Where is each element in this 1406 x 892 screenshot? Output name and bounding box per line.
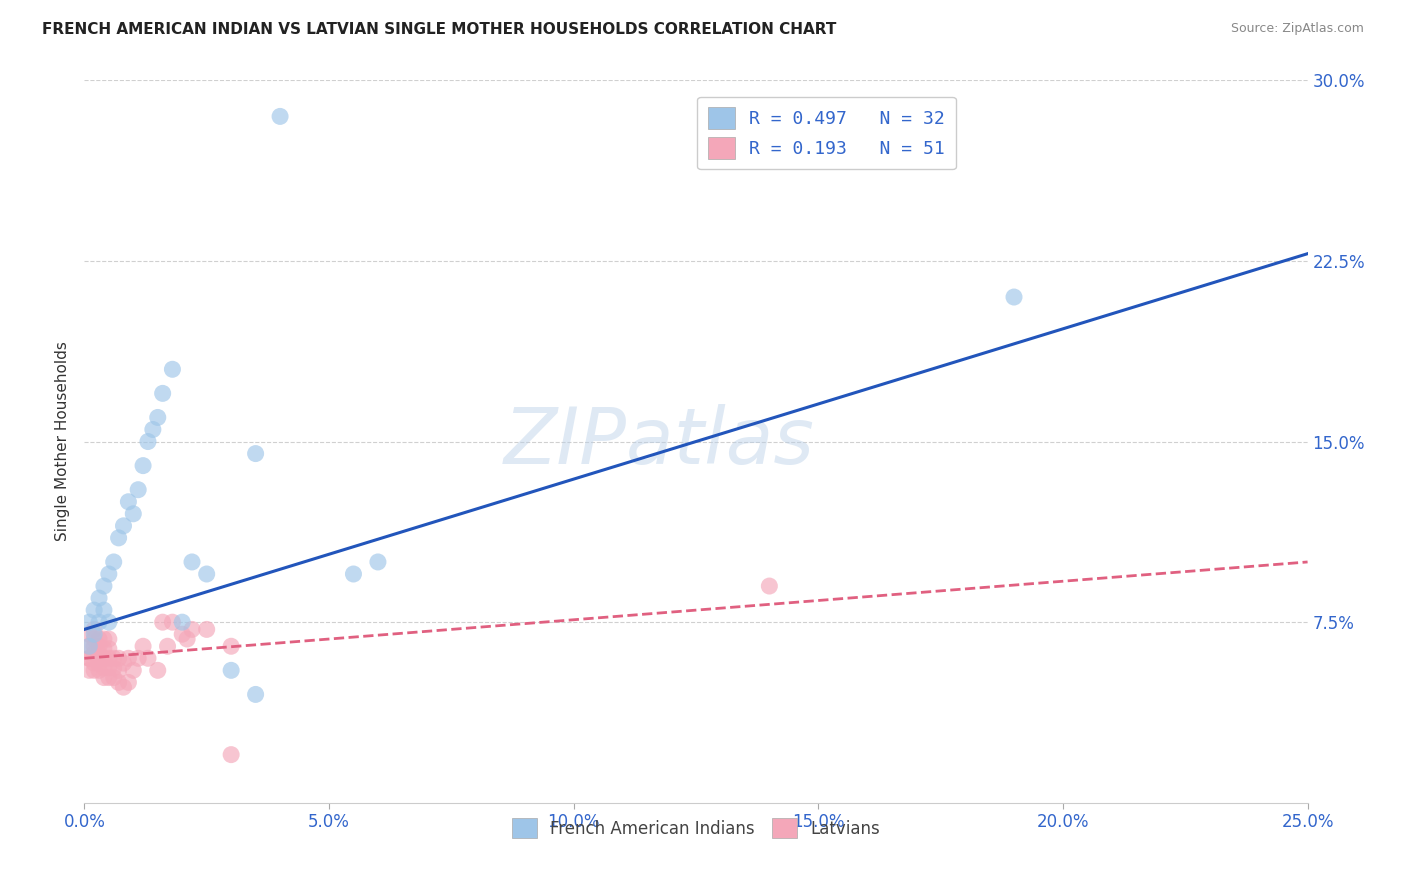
- Point: [93, 579, 115, 593]
- Point: [87, 647, 110, 661]
- Point: [83, 603, 105, 617]
- Point: [269, 109, 291, 123]
- Point: [93, 641, 115, 656]
- Point: [245, 446, 267, 460]
- Point: [219, 639, 242, 653]
- Text: FRENCH AMERICAN INDIAN VS LATVIAN SINGLE MOTHER HOUSEHOLDS CORRELATION CHART: FRENCH AMERICAN INDIAN VS LATVIAN SINGLE…: [42, 22, 837, 37]
- Point: [77, 639, 100, 653]
- Point: [127, 483, 149, 497]
- Point: [83, 632, 105, 646]
- Point: [122, 507, 145, 521]
- Point: [93, 603, 115, 617]
- Point: [156, 639, 179, 653]
- Point: [162, 362, 184, 376]
- Point: [136, 651, 159, 665]
- Point: [83, 623, 105, 637]
- Point: [77, 615, 100, 630]
- Point: [112, 656, 135, 670]
- Point: [87, 664, 110, 678]
- Point: [112, 518, 135, 533]
- Point: [122, 664, 145, 678]
- Point: [83, 627, 105, 641]
- Point: [97, 632, 120, 646]
- Point: [112, 680, 135, 694]
- Point: [107, 531, 129, 545]
- Point: [195, 567, 218, 582]
- Point: [219, 664, 242, 678]
- Point: [181, 555, 204, 569]
- Point: [87, 632, 110, 646]
- Point: [107, 675, 129, 690]
- Point: [146, 410, 169, 425]
- Point: [176, 632, 198, 646]
- Point: [136, 434, 159, 449]
- Point: [172, 627, 194, 641]
- Point: [77, 639, 100, 653]
- Point: [103, 555, 125, 569]
- Point: [132, 639, 155, 653]
- Point: [83, 664, 105, 678]
- Point: [97, 651, 120, 665]
- Point: [117, 651, 139, 665]
- Point: [83, 647, 105, 661]
- Point: [152, 386, 174, 401]
- Point: [146, 664, 169, 678]
- Point: [107, 651, 129, 665]
- Point: [97, 567, 120, 582]
- Point: [93, 661, 115, 675]
- Point: [172, 615, 194, 630]
- Point: [93, 651, 115, 665]
- Legend: French American Indians, Latvians: French American Indians, Latvians: [505, 812, 887, 845]
- Point: [103, 671, 125, 685]
- Text: Source: ZipAtlas.com: Source: ZipAtlas.com: [1230, 22, 1364, 36]
- Point: [87, 615, 110, 630]
- Point: [117, 675, 139, 690]
- Y-axis label: Single Mother Households: Single Mother Households: [55, 342, 70, 541]
- Point: [83, 639, 105, 653]
- Point: [77, 627, 100, 641]
- Point: [219, 747, 242, 762]
- Point: [97, 671, 120, 685]
- Point: [97, 661, 120, 675]
- Point: [97, 615, 120, 630]
- Point: [758, 579, 780, 593]
- Point: [107, 664, 129, 678]
- Point: [77, 651, 100, 665]
- Point: [1002, 290, 1025, 304]
- Point: [93, 632, 115, 646]
- Point: [93, 671, 115, 685]
- Point: [77, 651, 100, 665]
- Point: [162, 615, 184, 630]
- Point: [152, 615, 174, 630]
- Point: [181, 623, 204, 637]
- Point: [83, 656, 105, 670]
- Point: [127, 651, 149, 665]
- Point: [195, 623, 218, 637]
- Point: [87, 591, 110, 605]
- Point: [342, 567, 364, 582]
- Point: [103, 661, 125, 675]
- Point: [132, 458, 155, 473]
- Point: [87, 639, 110, 653]
- Point: [77, 664, 100, 678]
- Point: [97, 641, 120, 656]
- Point: [117, 494, 139, 508]
- Point: [142, 422, 165, 436]
- Point: [103, 651, 125, 665]
- Point: [245, 687, 267, 701]
- Text: ZIPatlas: ZIPatlas: [503, 403, 814, 480]
- Point: [87, 656, 110, 670]
- Point: [367, 555, 389, 569]
